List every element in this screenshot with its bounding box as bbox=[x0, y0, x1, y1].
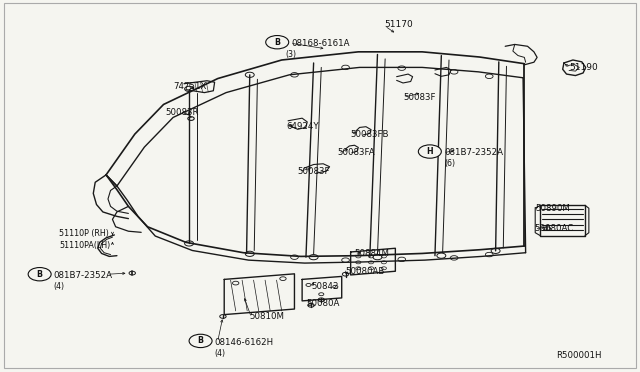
Text: (6): (6) bbox=[444, 159, 455, 168]
Text: 50884M: 50884M bbox=[355, 249, 390, 258]
Text: 50810M: 50810M bbox=[250, 312, 285, 321]
Text: 081B7-2352A: 081B7-2352A bbox=[53, 271, 112, 280]
Text: 64924Y: 64924Y bbox=[287, 122, 319, 131]
Text: B: B bbox=[36, 270, 43, 279]
Circle shape bbox=[189, 334, 212, 347]
Text: 50083F: 50083F bbox=[403, 93, 435, 102]
Text: (3): (3) bbox=[285, 50, 296, 59]
Text: 50080AB: 50080AB bbox=[346, 267, 385, 276]
Text: 50842: 50842 bbox=[311, 282, 339, 291]
Circle shape bbox=[28, 267, 51, 281]
Text: 08168-6161A: 08168-6161A bbox=[291, 39, 350, 48]
Text: 74751X: 74751X bbox=[173, 82, 207, 91]
Text: B: B bbox=[198, 336, 204, 346]
Text: R500001H: R500001H bbox=[556, 351, 602, 360]
Text: 50083FA: 50083FA bbox=[338, 148, 376, 157]
Text: 50080AC: 50080AC bbox=[534, 224, 574, 233]
Text: 50080A: 50080A bbox=[306, 299, 339, 308]
Text: 08146-6162H: 08146-6162H bbox=[214, 338, 273, 347]
Text: 50083F: 50083F bbox=[298, 167, 330, 176]
Text: 081B7-2352A: 081B7-2352A bbox=[444, 148, 503, 157]
Text: 50083FB: 50083FB bbox=[351, 129, 389, 139]
Text: 50890M: 50890M bbox=[536, 204, 571, 213]
Text: (4): (4) bbox=[214, 349, 225, 358]
Circle shape bbox=[266, 36, 289, 49]
Text: 51110PA(LH): 51110PA(LH) bbox=[60, 241, 111, 250]
Text: 51190: 51190 bbox=[569, 63, 598, 72]
Text: (4): (4) bbox=[53, 282, 64, 291]
Text: B: B bbox=[274, 38, 280, 47]
Text: 51110P (RH): 51110P (RH) bbox=[60, 229, 109, 238]
Text: 50083R: 50083R bbox=[166, 108, 199, 117]
Circle shape bbox=[419, 145, 442, 158]
Text: H: H bbox=[426, 147, 433, 156]
Text: 51170: 51170 bbox=[384, 20, 413, 29]
